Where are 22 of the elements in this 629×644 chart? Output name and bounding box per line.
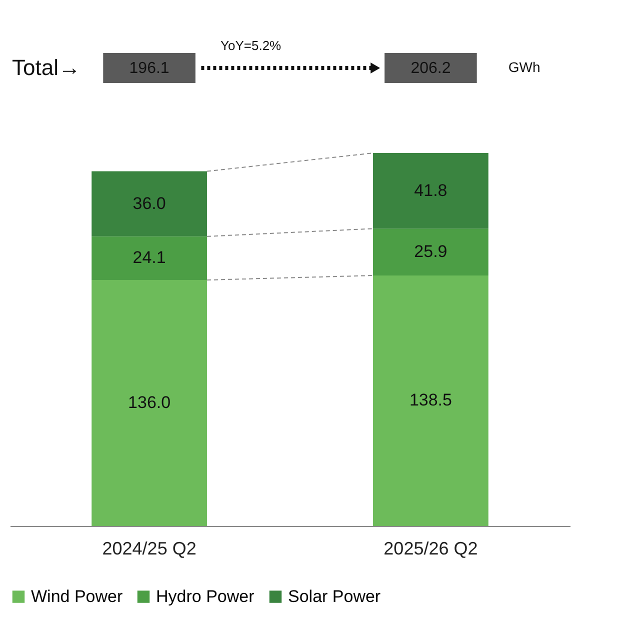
x-tick-label: 2025/26 Q2 — [384, 538, 478, 558]
text: 206.2 — [410, 60, 451, 77]
bar — [373, 228, 488, 276]
data-label: 136.0 — [128, 393, 171, 412]
text: Total→ — [12, 55, 80, 80]
data-label: 25.9 — [414, 242, 448, 262]
legend-label: Hydro Power — [156, 586, 255, 606]
legend-label: Wind Power — [31, 586, 123, 606]
bar — [373, 275, 488, 526]
text: 196.1 — [129, 60, 170, 77]
bar — [373, 153, 488, 229]
text: YoY=5.2% — [220, 38, 282, 53]
data-label: 41.8 — [414, 180, 448, 200]
data-label: 138.5 — [409, 390, 452, 410]
data-label: 36.0 — [132, 194, 166, 213]
bar — [92, 236, 207, 280]
data-label: 24.1 — [132, 248, 166, 268]
bar — [92, 171, 207, 236]
bar — [92, 280, 207, 526]
text: GWh — [508, 59, 540, 75]
legend-label: Solar Power — [288, 586, 381, 606]
x-tick-label: 2024/25 Q2 — [102, 538, 196, 558]
